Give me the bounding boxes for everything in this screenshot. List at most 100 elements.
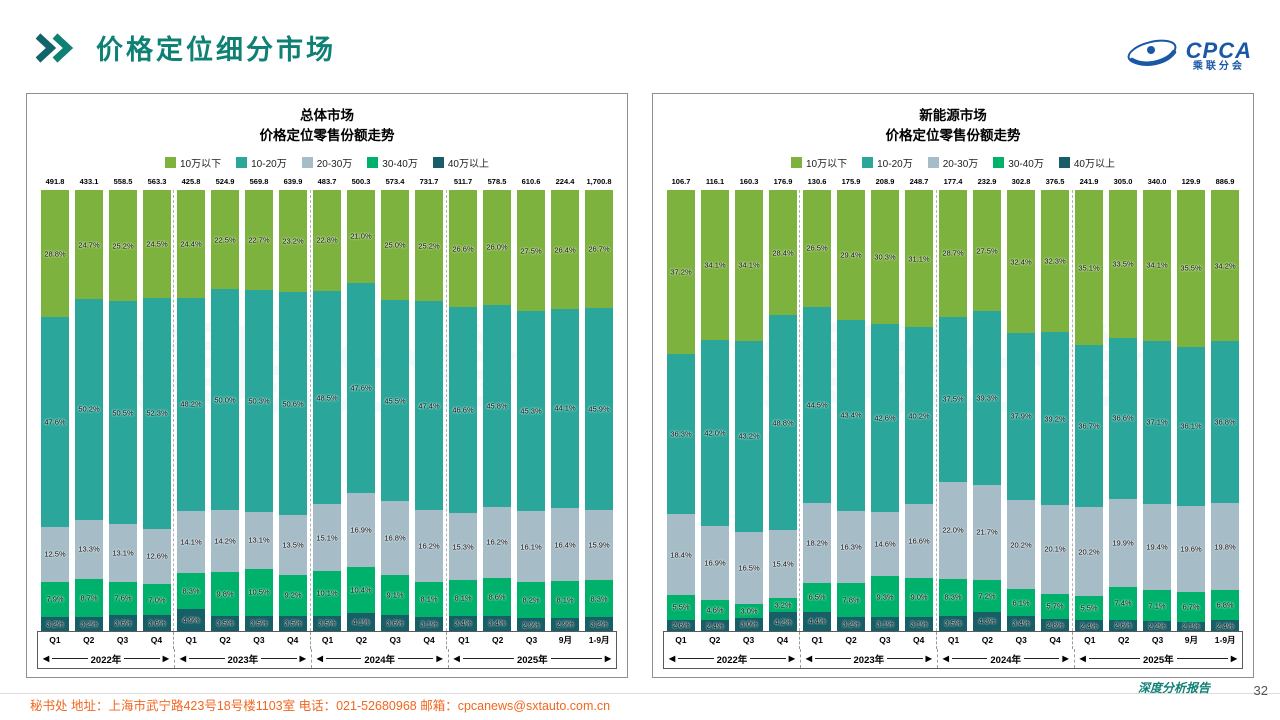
- quarter-label: Q1: [799, 632, 834, 649]
- quarter-label: 1-9月: [1214, 635, 1236, 645]
- bar-column: 116.1 34.1% 42.0% 16.9% 4.6% 2.4%: [698, 177, 732, 631]
- segment-value-label: 25.0%: [384, 240, 406, 250]
- bar-segment: 7.2%: [973, 580, 1001, 612]
- bar-segment: 7.6%: [109, 581, 137, 616]
- bar-segment: 8.2%: [517, 582, 545, 619]
- quarter-label: Q4: [776, 635, 789, 645]
- year-label: 2024年: [990, 654, 1022, 666]
- bar-segment: 34.1%: [701, 190, 729, 341]
- bar-segment: 7.9%: [41, 582, 69, 617]
- year-separator: [446, 190, 448, 631]
- legend: 10万以下 10-20万 20-30万 30-40万 40万以上: [37, 155, 617, 170]
- quarter-label: Q2: [83, 635, 95, 645]
- bar-column: 224.4 26.4% 44.1% 16.4% 8.1% 2.9%: [548, 177, 582, 631]
- segment-value-label: 50.5%: [112, 408, 134, 418]
- bar-segment: 22.7%: [245, 190, 273, 291]
- segment-value-label: 14.1%: [180, 537, 202, 547]
- bar-segment: 3.4%: [449, 615, 477, 631]
- segment-value-label: 7.2%: [978, 591, 996, 601]
- bar-segment: 39.2%: [1041, 332, 1069, 506]
- quarter-label: Q2: [845, 635, 857, 645]
- quarter-label: Q3: [116, 635, 129, 645]
- axis-line: [1176, 658, 1228, 659]
- bar-segment: 3.4%: [483, 615, 511, 631]
- axis-line: [189, 658, 225, 659]
- bar-segment: 26.7%: [585, 190, 613, 308]
- segment-value-label: 12.5%: [44, 549, 66, 559]
- bar-column: 558.5 25.2% 50.5% 13.1% 7.6% 3.6%: [106, 177, 140, 631]
- bar-segment: 13.1%: [245, 511, 273, 570]
- quarter-label: Q3: [879, 635, 891, 645]
- cpca-logo-mark-icon: [1125, 36, 1179, 75]
- segment-value-label: 44.1%: [554, 403, 576, 413]
- segment-value-label: 27.5%: [976, 246, 998, 256]
- bar-segment: 3.1%: [905, 617, 933, 631]
- double-chevron-icon: [34, 32, 80, 63]
- bar-stack: 26.6% 46.6% 15.3% 8.1% 3.4%: [449, 190, 477, 631]
- bar-total-label: 106.7: [671, 177, 691, 187]
- year-label: 2025年: [516, 654, 548, 666]
- segment-value-label: 47.4%: [418, 401, 440, 411]
- segment-value-label: 5.5%: [1080, 603, 1098, 613]
- bar-segment: 3.6%: [109, 615, 137, 631]
- bar-segment: 24.5%: [143, 190, 171, 299]
- segment-value-label: 37.9%: [1010, 411, 1032, 421]
- legend-label: 40万以上: [1073, 159, 1115, 171]
- segment-value-label: 34.2%: [1214, 261, 1236, 270]
- segment-value-label: 2.2%: [1148, 621, 1166, 631]
- segment-value-label: 8.2%: [522, 595, 540, 605]
- bar-total-label: 578.5: [487, 177, 507, 187]
- segment-value-label: 2.9%: [522, 620, 540, 630]
- bar-segment: 47.6%: [347, 282, 375, 493]
- bar-segment: 48.2%: [177, 297, 205, 511]
- bar-segment: 4.6%: [701, 600, 729, 621]
- segment-value-label: 6.5%: [808, 592, 826, 602]
- bar-segment: 14.2%: [211, 509, 239, 573]
- bar-segment: 3.2%: [41, 616, 69, 631]
- segment-value-label: 2.4%: [1080, 621, 1098, 631]
- segment-value-label: 9.8%: [216, 589, 234, 599]
- bar-segment: 37.5%: [939, 316, 967, 482]
- bar-segment: 34.2%: [1211, 190, 1239, 341]
- segment-value-label: 16.1%: [520, 542, 542, 552]
- segment-value-label: 7.6%: [114, 593, 132, 603]
- bar-segment: 21.7%: [973, 484, 1001, 581]
- quarter-label: Q1: [309, 632, 345, 649]
- bar-segment: 33.5%: [1109, 190, 1137, 338]
- segment-value-label: 9.1%: [386, 590, 404, 600]
- segment-value-label: 6.7%: [1182, 602, 1200, 612]
- bar-segment: 26.5%: [803, 190, 831, 307]
- year-separator: [935, 190, 937, 631]
- legend-label: 10万以下: [180, 159, 222, 171]
- legend-swatch: [927, 157, 939, 169]
- segment-value-label: 39.3%: [976, 393, 998, 403]
- segment-value-label: 3.2%: [590, 619, 608, 629]
- segment-value-label: 2.6%: [672, 620, 690, 630]
- bar-segment: 3.5%: [245, 615, 273, 631]
- segment-value-label: 35.5%: [1180, 263, 1202, 273]
- bar-total-label: 886.9: [1215, 177, 1235, 187]
- legend-label: 30-40万: [382, 159, 418, 171]
- bar-segment: 16.4%: [551, 507, 579, 582]
- segment-value-label: 16.9%: [350, 525, 372, 535]
- bar-segment: 34.1%: [735, 190, 763, 341]
- bar-segment: 47.6%: [41, 317, 69, 527]
- bar-segment: 36.1%: [1177, 346, 1205, 506]
- right-arrow-icon: ▶: [925, 653, 932, 663]
- bar-segment: 15.9%: [585, 510, 613, 581]
- quarter-label: 9月: [558, 635, 572, 645]
- legend-swatch: [1058, 157, 1070, 169]
- bar-stack: 31.1% 40.2% 16.6% 9.0% 3.1%: [905, 190, 933, 631]
- bar-segment: 47.4%: [415, 301, 443, 511]
- segment-value-label: 47.6%: [350, 383, 372, 393]
- year-group: ◀ 2025年 ▶: [1073, 649, 1242, 668]
- bar-segment: 15.3%: [449, 512, 477, 581]
- bar-total-label: 177.4: [943, 177, 963, 187]
- bar-stack: 30.3% 42.6% 14.6% 9.3% 3.1%: [871, 190, 899, 631]
- bar-segment: 10.1%: [313, 571, 341, 616]
- bar-segment: 36.6%: [1109, 337, 1137, 500]
- segment-value-label: 3.2%: [80, 619, 98, 629]
- bar-segment: 9.1%: [381, 575, 409, 616]
- bar-segment: 20.1%: [1041, 505, 1069, 594]
